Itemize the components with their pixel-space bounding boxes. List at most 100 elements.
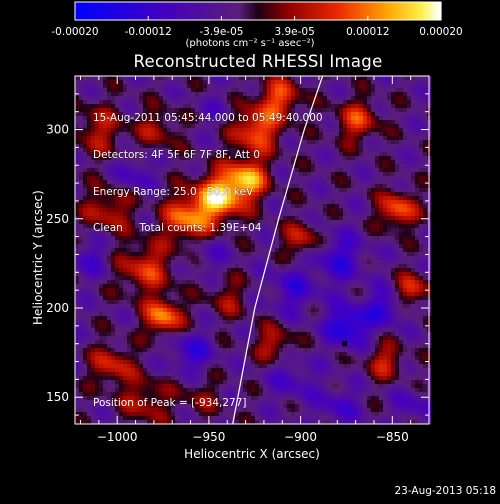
- heatmap-cell: [367, 248, 371, 252]
- heatmap-cell: [371, 120, 375, 124]
- heatmap-cell: [207, 272, 211, 276]
- heatmap-cell: [395, 200, 399, 204]
- heatmap-cell: [403, 184, 407, 188]
- heatmap-cell: [283, 76, 287, 80]
- heatmap-cell: [331, 188, 335, 192]
- heatmap-cell: [395, 216, 399, 220]
- heatmap-cell: [419, 196, 423, 200]
- heatmap-cell: [87, 136, 91, 140]
- heatmap-cell: [363, 212, 367, 216]
- heatmap-cell: [151, 292, 155, 296]
- heatmap-cell: [163, 80, 167, 84]
- heatmap-cell: [343, 216, 347, 220]
- heatmap-cell: [379, 96, 383, 100]
- heatmap-cell: [203, 252, 207, 256]
- heatmap-cell: [335, 284, 339, 288]
- heatmap-cell: [407, 268, 411, 272]
- heatmap-cell: [423, 164, 427, 168]
- colorbar-tick-label: -0.00012: [125, 26, 172, 38]
- heatmap-cell: [355, 112, 359, 116]
- heatmap-cell: [235, 268, 239, 272]
- heatmap-cell: [287, 256, 291, 260]
- heatmap-cell: [231, 280, 235, 284]
- heatmap-cell: [119, 268, 123, 272]
- heatmap-cell: [407, 164, 411, 168]
- heatmap-cell: [423, 284, 427, 288]
- heatmap-cell: [363, 116, 367, 120]
- heatmap-cell: [395, 260, 399, 264]
- heatmap-cell: [75, 100, 79, 104]
- heatmap-cell: [355, 224, 359, 228]
- heatmap-cell: [327, 200, 331, 204]
- heatmap-cell: [419, 80, 423, 84]
- heatmap-cell: [79, 136, 83, 140]
- heatmap-cell: [267, 272, 271, 276]
- heatmap-cell: [219, 272, 223, 276]
- heatmap-cell: [99, 264, 103, 268]
- heatmap-cell: [339, 244, 343, 248]
- heatmap-cell: [335, 288, 339, 292]
- heatmap-cell: [219, 292, 223, 296]
- heatmap-cell: [343, 244, 347, 248]
- heatmap-cell: [175, 252, 179, 256]
- heatmap-cell: [127, 252, 131, 256]
- heatmap-cell: [375, 288, 379, 292]
- heatmap-cell: [351, 180, 355, 184]
- heatmap-cell: [299, 288, 303, 292]
- heatmap-cell: [343, 212, 347, 216]
- heatmap-cell: [79, 132, 83, 136]
- heatmap-cell: [395, 112, 399, 116]
- heatmap-cell: [343, 148, 347, 152]
- heatmap-cell: [367, 200, 371, 204]
- heatmap-cell: [331, 288, 335, 292]
- heatmap-cell: [179, 256, 183, 260]
- heatmap-cell: [75, 148, 79, 152]
- heatmap-cell: [159, 292, 163, 296]
- heatmap-cell: [371, 160, 375, 164]
- heatmap-cell: [343, 180, 347, 184]
- heatmap-cell: [75, 124, 79, 128]
- heatmap-cell: [383, 220, 387, 224]
- heatmap-cell: [347, 84, 351, 88]
- heatmap-cell: [375, 232, 379, 236]
- heatmap-cell: [419, 192, 423, 196]
- heatmap-cell: [163, 280, 167, 284]
- heatmap-cell: [367, 192, 371, 196]
- heatmap-cell: [343, 132, 347, 136]
- heatmap-cell: [327, 216, 331, 220]
- heatmap-cell: [339, 200, 343, 204]
- heatmap-cell: [315, 276, 319, 280]
- heatmap-cell: [207, 284, 211, 288]
- heatmap-cell: [211, 276, 215, 280]
- heatmap-cell: [351, 112, 355, 116]
- heatmap-cell: [183, 76, 187, 80]
- heatmap-cell: [163, 252, 167, 256]
- heatmap-cell: [319, 248, 323, 252]
- heatmap-cell: [135, 268, 139, 272]
- heatmap-cell: [179, 260, 183, 264]
- heatmap-cell: [375, 92, 379, 96]
- heatmap-cell: [247, 280, 251, 284]
- heatmap-cell: [387, 96, 391, 100]
- heatmap-cell: [75, 96, 79, 100]
- heatmap-cell: [87, 252, 91, 256]
- heatmap-cell: [219, 80, 223, 84]
- heatmap-cell: [143, 264, 147, 268]
- heatmap-cell: [395, 244, 399, 248]
- heatmap-cell: [403, 260, 407, 264]
- heatmap-cell: [103, 292, 107, 296]
- heatmap-cell: [315, 260, 319, 264]
- heatmap-cell: [111, 280, 115, 284]
- heatmap-cell: [391, 252, 395, 256]
- heatmap-cell: [87, 292, 91, 296]
- heatmap-cell: [387, 192, 391, 196]
- heatmap-cell: [375, 236, 379, 240]
- heatmap-cell: [391, 148, 395, 152]
- heatmap-cell: [87, 232, 91, 236]
- heatmap-cell: [95, 276, 99, 280]
- heatmap-cell: [339, 144, 343, 148]
- heatmap-cell: [287, 264, 291, 268]
- heatmap-cell: [275, 276, 279, 280]
- heatmap-cell: [271, 248, 275, 252]
- heatmap-cell: [375, 212, 379, 216]
